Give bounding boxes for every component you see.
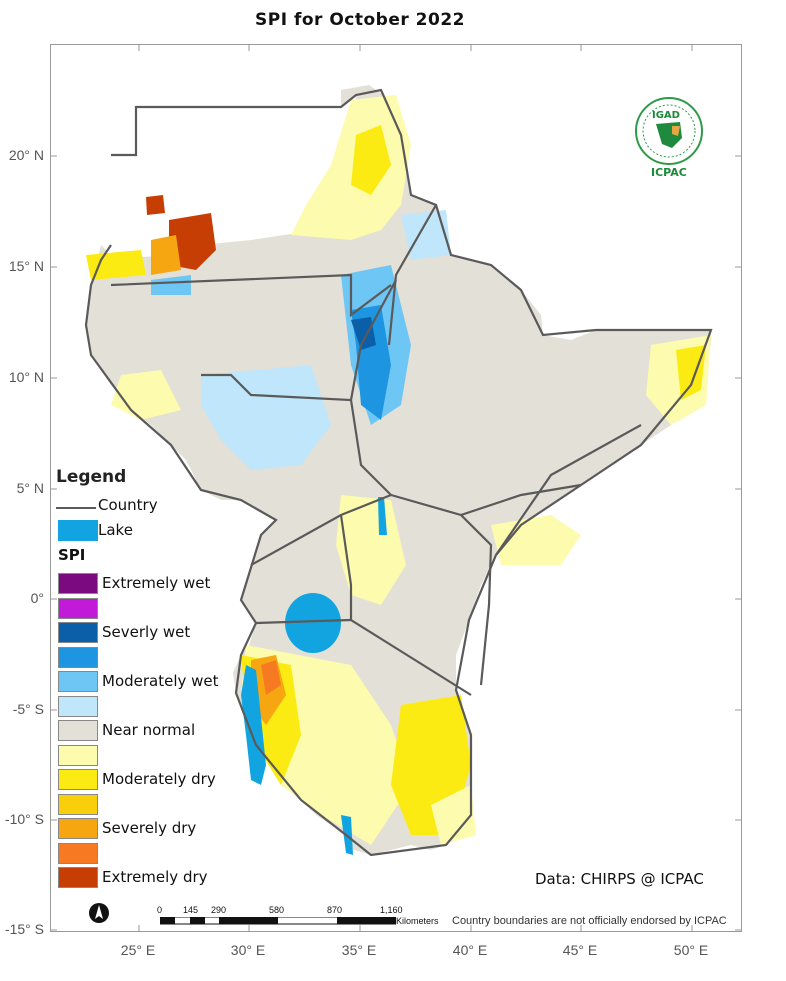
north-arrow-icon — [89, 903, 109, 923]
spi-class-label: Moderately dry — [102, 770, 216, 788]
scale-tick: 1,160 — [380, 905, 403, 915]
grid-ticks — [51, 45, 741, 931]
scale-tick: 580 — [269, 905, 285, 915]
map-title: SPI for October 2022 — [255, 10, 465, 30]
spi-class-label: Severly wet — [102, 623, 191, 641]
legend-lake-label: Lake — [98, 521, 133, 539]
scale-tick: 870 — [327, 905, 343, 915]
spi-class-swatch — [58, 867, 98, 888]
country-borders — [84, 88, 713, 857]
spi-class-label: Extremely dry — [102, 868, 208, 886]
lat-label: 20° N — [8, 147, 44, 163]
scale-tick: 290 — [211, 905, 227, 915]
boundary-disclaimer: Country boundaries are not officially en… — [452, 915, 727, 927]
igad-logo: IGAD — [632, 96, 706, 170]
spi-class-swatch — [58, 573, 98, 594]
lake-victoria — [285, 593, 341, 653]
lake-turkana — [378, 497, 387, 535]
lon-label: 50° E — [673, 942, 709, 958]
country-line-icon — [56, 507, 96, 509]
spi-class-swatch — [58, 769, 98, 790]
lon-label: 45° E — [562, 942, 598, 958]
lat-label: 5° N — [16, 480, 44, 496]
lat-label: -15° S — [4, 921, 44, 937]
lon-label: 35° E — [341, 942, 377, 958]
lon-label: 30° E — [230, 942, 266, 958]
lon-label: 25° E — [120, 942, 156, 958]
lat-label: -5° S — [12, 701, 44, 717]
lat-label: -10° S — [4, 811, 44, 827]
spi-class-label: Extremely wet — [102, 574, 211, 592]
spi-class-swatch — [58, 793, 98, 815]
data-credit: Data: CHIRPS @ ICPAC — [535, 870, 704, 888]
spi-class-swatch — [58, 695, 98, 717]
scale-tick: 145 — [183, 905, 199, 915]
legend-title: Legend — [56, 467, 127, 487]
spi-legend-title: SPI — [58, 546, 86, 564]
lat-label: 0° — [30, 590, 44, 606]
scale-tick: 0 — [157, 905, 163, 915]
legend-country-label: Country — [98, 496, 158, 514]
lakes — [241, 497, 387, 855]
spi-class-swatch — [58, 720, 98, 741]
spi-class-label: Moderately wet — [102, 672, 219, 690]
igad-badge-text: IGAD — [652, 110, 680, 121]
lat-label: 10° N — [8, 369, 44, 385]
icpac-org-name: ICPAC — [651, 166, 687, 179]
spi-class-label: Near normal — [102, 721, 196, 739]
lake-tanganyika — [241, 665, 266, 785]
scale-bar-graphic — [160, 917, 396, 925]
map-frame — [50, 44, 742, 932]
igad-emblem-icon — [635, 97, 703, 165]
lon-label: 40° E — [452, 942, 488, 958]
legend-lake-swatch — [58, 520, 98, 541]
spi-class-swatch — [58, 646, 98, 668]
spi-class-swatch — [58, 842, 98, 864]
spi-class-swatch — [58, 818, 98, 839]
spi-class-swatch — [58, 744, 98, 766]
lat-label: 15° N — [8, 258, 44, 274]
spi-class-swatch — [58, 622, 98, 643]
spi-class-swatch — [58, 597, 98, 619]
region-north-sudan — [111, 95, 356, 250]
scale-unit: Kilometers — [396, 916, 439, 926]
spi-class-label: Severely dry — [102, 819, 197, 837]
spi-class-swatch — [58, 671, 98, 692]
map-canvas — [51, 45, 741, 931]
